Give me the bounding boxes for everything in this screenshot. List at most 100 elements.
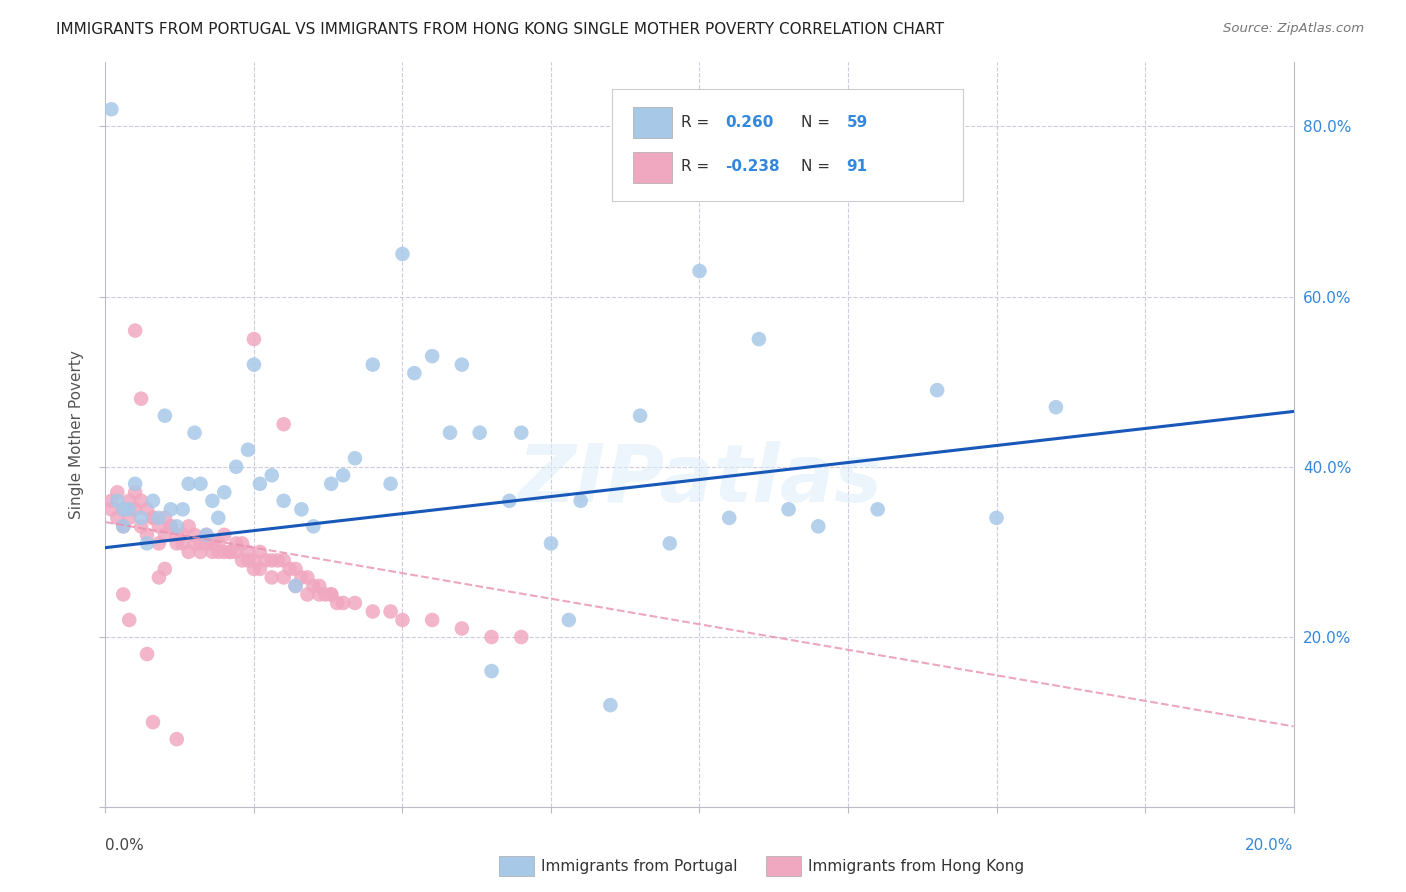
Point (136, 536, 159, 550)
Point (142, 511, 165, 525)
Point (190, 545, 212, 559)
Point (558, 613, 581, 627)
Point (195, 536, 218, 550)
Point (195, 528, 218, 542)
Point (214, 485, 236, 500)
Point (118, 613, 141, 627)
Point (927, 383, 949, 397)
Point (207, 536, 229, 550)
Point (148, 519, 170, 533)
Y-axis label: Single Mother Poverty: Single Mother Poverty (69, 351, 84, 519)
Point (100, 493, 122, 508)
Point (243, 358, 266, 372)
Point (343, 596, 366, 610)
Point (100, 502, 122, 516)
Point (124, 502, 146, 516)
Point (225, 545, 247, 559)
Text: 20.0%: 20.0% (1246, 838, 1294, 854)
Text: Immigrants from Hong Kong: Immigrants from Hong Kong (808, 859, 1025, 873)
Point (321, 587, 343, 601)
Point (124, 485, 146, 500)
Point (498, 493, 520, 508)
Point (628, 409, 651, 423)
Point (986, 511, 1008, 525)
Point (142, 511, 165, 525)
Point (219, 545, 242, 559)
Point (166, 528, 188, 542)
Point (201, 493, 224, 508)
Point (599, 698, 621, 712)
Point (136, 647, 159, 661)
Point (166, 519, 188, 533)
Text: R =: R = (681, 160, 709, 174)
Point (195, 528, 218, 542)
Point (112, 502, 135, 516)
Text: R =: R = (681, 115, 709, 129)
Text: -0.238: -0.238 (725, 160, 780, 174)
Point (308, 587, 330, 601)
Point (136, 502, 159, 516)
Point (153, 511, 176, 525)
Point (243, 332, 266, 346)
Point (450, 358, 472, 372)
Point (112, 519, 135, 533)
Point (112, 519, 135, 533)
Point (118, 511, 141, 525)
Point (159, 519, 181, 533)
Point (177, 545, 200, 559)
Point (112, 502, 135, 516)
Point (321, 587, 343, 601)
Point (159, 519, 181, 533)
Point (290, 502, 312, 516)
Point (332, 596, 354, 610)
Point (201, 545, 224, 559)
Point (1045, 400, 1067, 414)
Point (249, 562, 271, 576)
Point (243, 562, 266, 576)
Point (569, 493, 592, 508)
Point (172, 528, 194, 542)
Point (290, 570, 312, 584)
Point (658, 536, 681, 550)
Point (153, 528, 176, 542)
Point (260, 468, 283, 483)
Point (718, 511, 741, 525)
Point (468, 425, 491, 440)
Point (236, 545, 259, 559)
Point (129, 519, 152, 533)
Point (807, 519, 830, 533)
Point (153, 562, 176, 576)
Point (159, 502, 181, 516)
Point (284, 579, 307, 593)
Point (297, 587, 319, 601)
Point (172, 502, 194, 516)
Point (481, 630, 503, 644)
Point (225, 536, 247, 550)
Point (177, 519, 200, 533)
Text: N =: N = (801, 160, 831, 174)
Text: 91: 91 (846, 160, 868, 174)
Point (540, 536, 562, 550)
Point (260, 553, 283, 567)
Point (302, 579, 325, 593)
Point (866, 502, 889, 516)
Point (231, 536, 253, 550)
Point (278, 562, 301, 576)
Text: N =: N = (801, 115, 831, 129)
Text: 0.260: 0.260 (725, 115, 773, 129)
Point (748, 332, 770, 346)
Text: 0.0%: 0.0% (105, 838, 145, 854)
Point (183, 536, 205, 550)
Point (243, 553, 266, 567)
Text: 59: 59 (846, 115, 868, 129)
Text: Immigrants from Portugal: Immigrants from Portugal (541, 859, 738, 873)
Point (172, 536, 194, 550)
Point (225, 459, 247, 474)
Point (254, 553, 277, 567)
Point (153, 409, 176, 423)
Point (481, 664, 503, 678)
Point (308, 579, 330, 593)
Point (404, 366, 426, 380)
Point (273, 493, 295, 508)
Point (142, 715, 165, 730)
